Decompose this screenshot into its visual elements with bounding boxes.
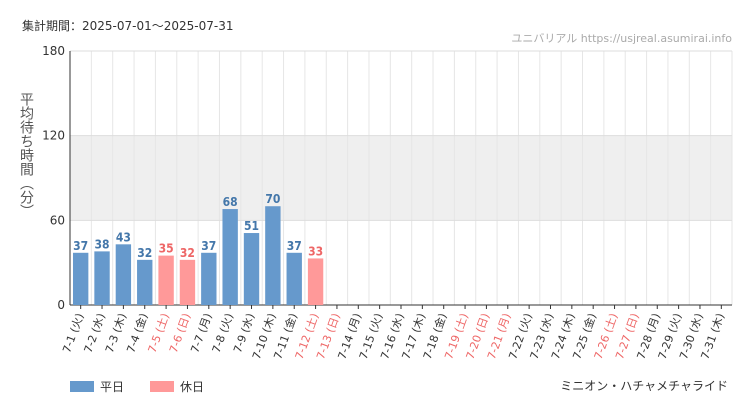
legend: 平日 休日 bbox=[70, 378, 204, 395]
site-credit: ユニバリアル https://usjreal.asumirai.info bbox=[511, 32, 732, 45]
bar bbox=[201, 252, 217, 305]
bar bbox=[72, 252, 89, 305]
bar bbox=[137, 259, 153, 305]
shaded-band bbox=[70, 135, 732, 221]
y-axis-label: 平均待ち時間（分） bbox=[18, 92, 34, 218]
ride-name: ミニオン・ハチャメチャライド bbox=[560, 379, 728, 393]
bar-value-label: 68 bbox=[223, 195, 238, 209]
bar bbox=[179, 259, 196, 305]
bar bbox=[307, 258, 324, 305]
bar-value-label: 37 bbox=[287, 239, 302, 253]
legend-swatch-holiday bbox=[150, 381, 175, 392]
legend-label-holiday: 休日 bbox=[180, 380, 205, 394]
bar bbox=[158, 255, 174, 305]
bar bbox=[265, 206, 281, 305]
bar bbox=[286, 252, 302, 305]
period-label: 集計期間：2025-07-01～2025-07-31 bbox=[22, 19, 234, 33]
bar-value-label: 37 bbox=[73, 239, 88, 253]
bar-value-label: 43 bbox=[116, 230, 131, 244]
y-tick-label: 180 bbox=[42, 44, 65, 58]
legend-label-weekday: 平日 bbox=[100, 380, 125, 394]
bar bbox=[115, 244, 132, 305]
y-tick-label: 0 bbox=[57, 298, 65, 312]
bar-value-label: 35 bbox=[159, 242, 174, 256]
bar bbox=[243, 233, 260, 305]
bar-value-label: 70 bbox=[265, 192, 280, 206]
y-tick-label: 60 bbox=[50, 213, 65, 227]
bar-value-label: 32 bbox=[137, 246, 152, 260]
bar-value-label: 32 bbox=[180, 246, 195, 260]
y-tick-label: 120 bbox=[42, 129, 65, 143]
bar-value-label: 38 bbox=[95, 237, 110, 251]
bar-value-label: 33 bbox=[308, 244, 323, 258]
legend-swatch-weekday bbox=[70, 381, 94, 392]
bar-value-label: 51 bbox=[244, 219, 259, 233]
bar bbox=[94, 251, 110, 305]
bar-value-label: 37 bbox=[201, 239, 216, 253]
bar bbox=[222, 209, 238, 305]
